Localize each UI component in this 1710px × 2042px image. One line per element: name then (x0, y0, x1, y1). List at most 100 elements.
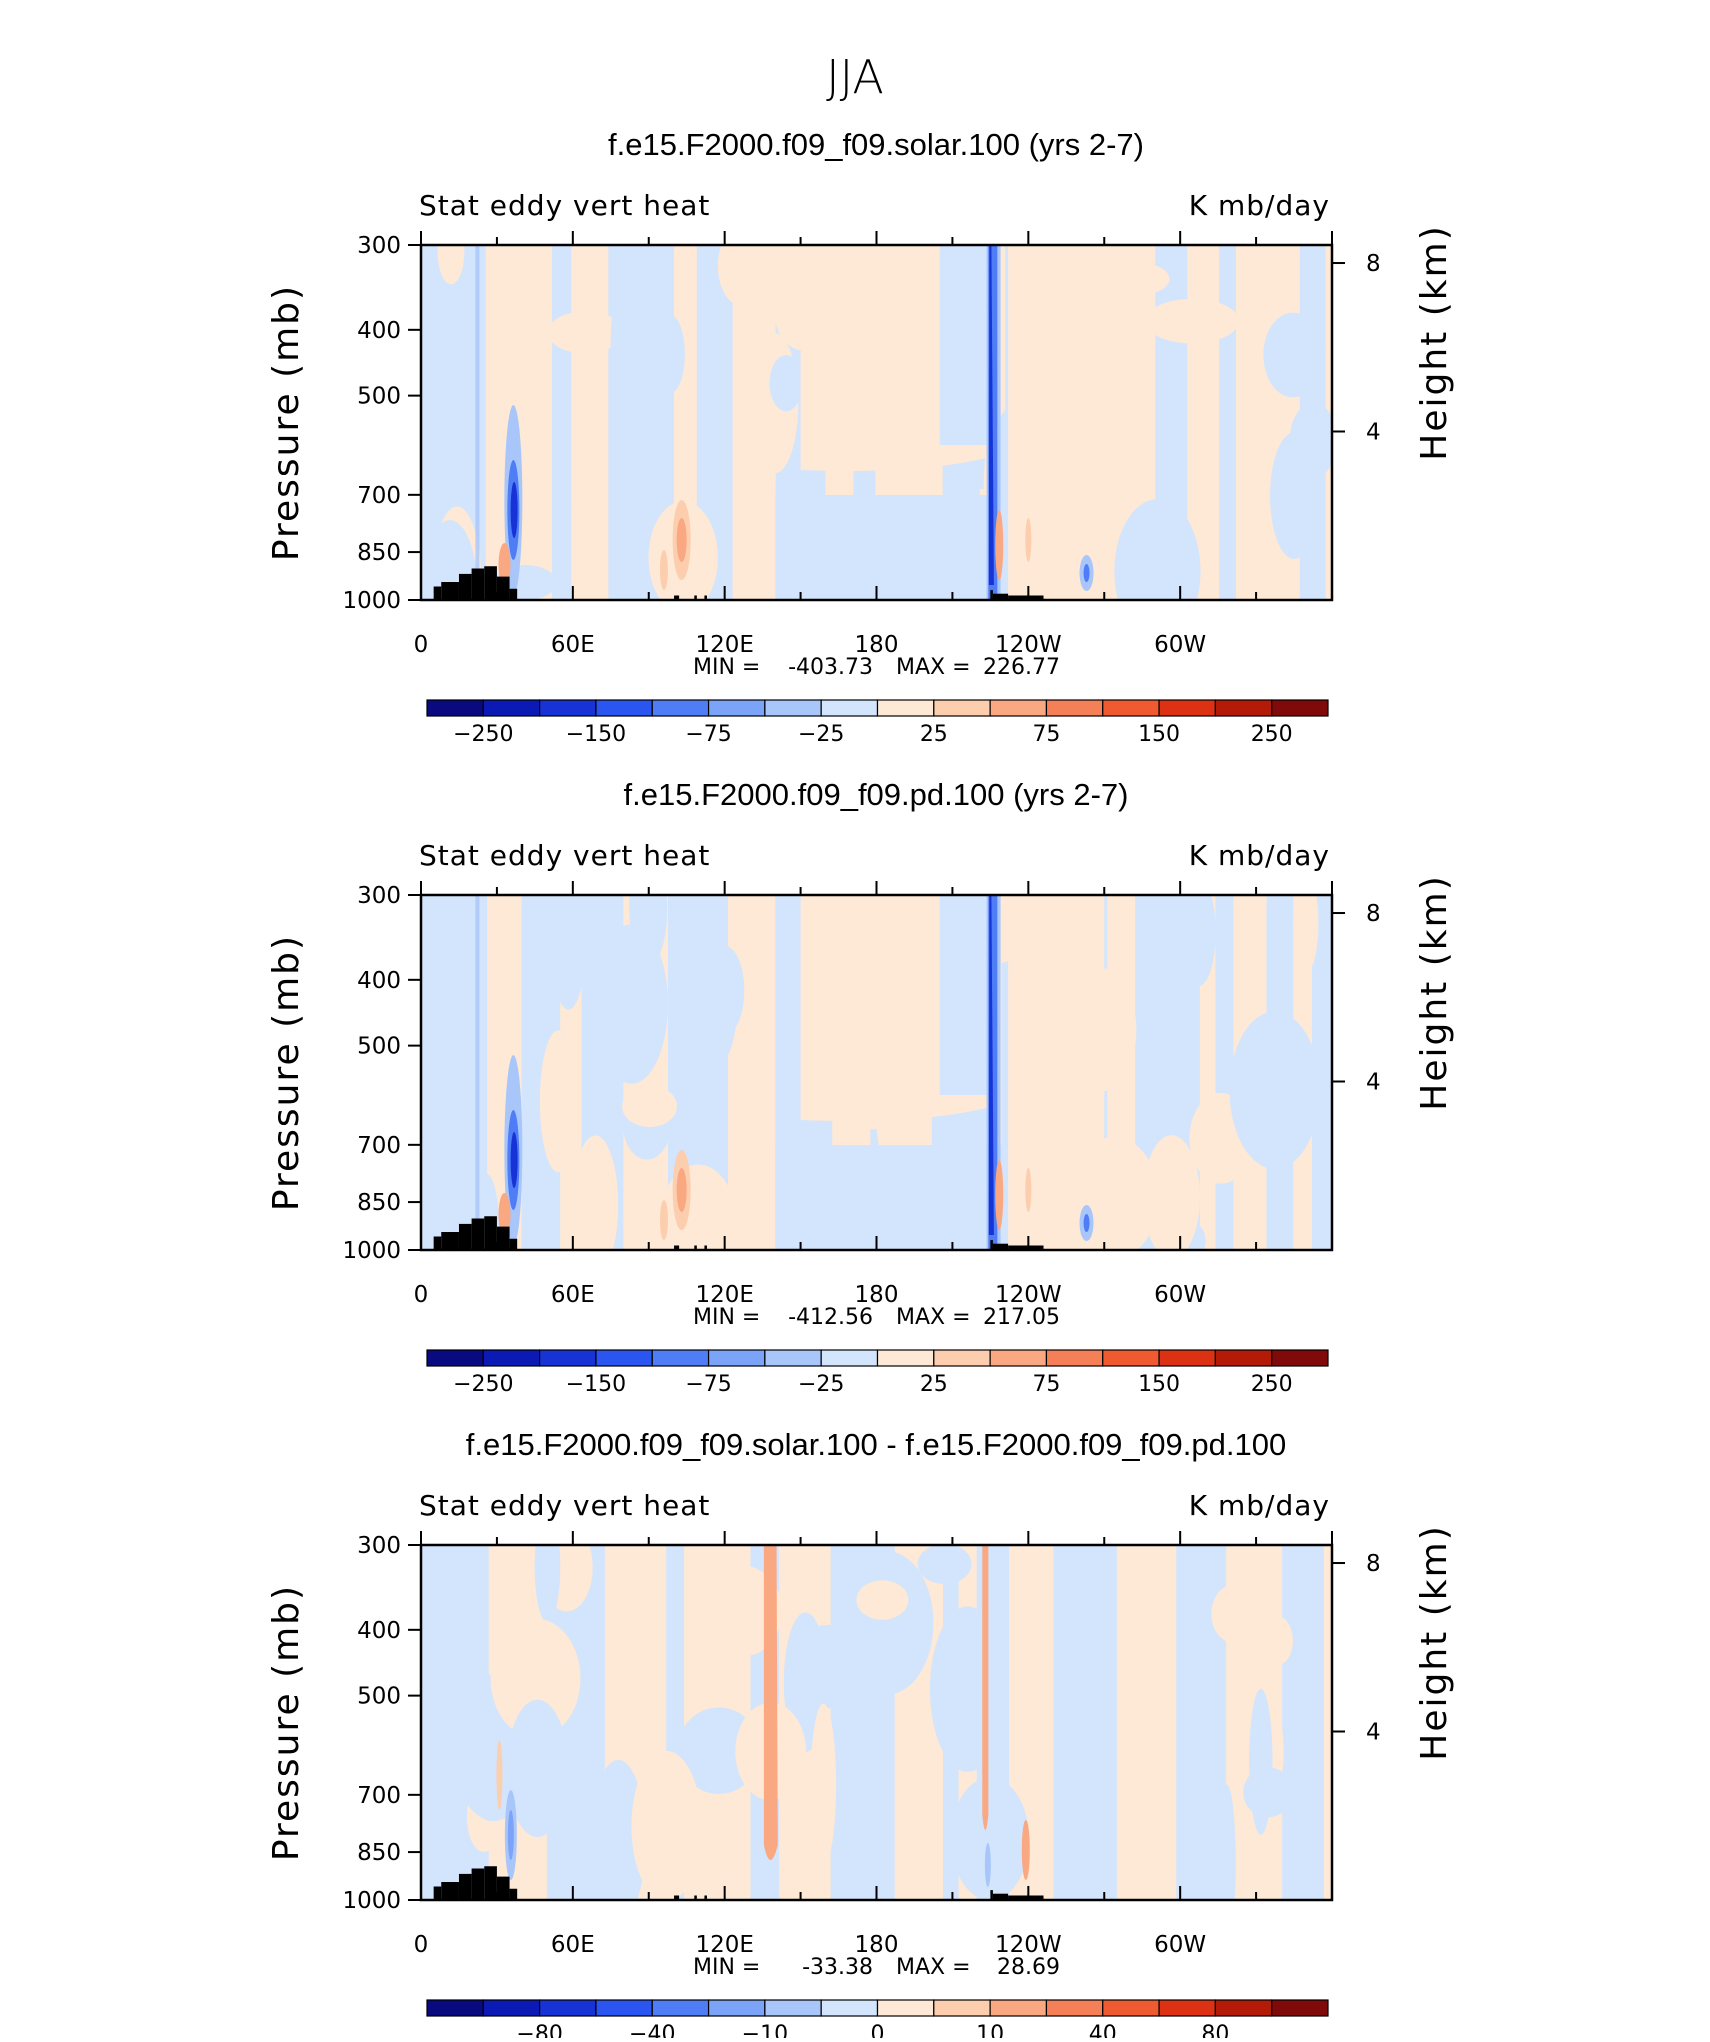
colorbar-label: 25 (920, 1372, 948, 1397)
colorbar-swatch (876, 1999, 935, 2017)
y2-tick-label: 8 (1366, 901, 1381, 927)
stat-max-label: MAX = (896, 655, 971, 680)
colorbar-label: −10 (742, 2022, 788, 2038)
contour-blob (629, 895, 668, 967)
contour-blob (1121, 1841, 1161, 1900)
contour-band (1219, 245, 1237, 600)
colorbar-swatch (933, 1999, 991, 2017)
stat-max-label: MAX = (896, 1955, 971, 1980)
contour-blob (549, 895, 588, 1010)
contour-spot (659, 550, 668, 590)
stat-min-value: -33.38 (802, 1955, 873, 1980)
contour-spot (995, 510, 1004, 580)
colorbar-swatch (595, 1999, 653, 2017)
x-tick-label: 60W (1154, 1932, 1206, 1958)
contour-blob (1289, 402, 1332, 479)
contour-spot (1021, 1820, 1030, 1880)
colorbar-swatch (820, 1999, 879, 2017)
contour-streak (475, 895, 480, 1250)
colorbar-swatch (933, 1349, 991, 1367)
colorbar-label: 40 (1089, 2022, 1117, 2038)
topography (694, 1895, 697, 1900)
x-tick-label: 60E (551, 1932, 595, 1958)
contour-blob (810, 1703, 837, 1866)
y-tick-label: 850 (357, 1190, 401, 1216)
colorbar-label: 25 (920, 722, 948, 747)
contour-streak (510, 482, 518, 538)
colorbar-swatch (426, 1999, 484, 2017)
colorbar-swatch (1045, 1999, 1104, 2017)
contour-blob (842, 1551, 934, 1695)
panel-title: f.e15.F2000.f09_f09.solar.100 (yrs 2-7) (608, 127, 1144, 162)
colorbar-swatch (482, 1349, 541, 1367)
contour-spot (1025, 1168, 1032, 1212)
contour-streak (988, 895, 994, 1235)
contour-blob (1211, 1585, 1254, 1643)
y2-axis-label: Height (km) (1414, 874, 1455, 1110)
contour-region (1008, 895, 1105, 1250)
topography (433, 1886, 442, 1900)
contour-field (421, 1545, 1332, 1900)
y2-axis-label: Height (km) (1414, 224, 1455, 460)
contour-region (775, 1145, 1016, 1250)
contour-band (1311, 895, 1332, 1250)
colorbar-label: −25 (798, 1372, 844, 1397)
stat-min-label: MIN = (693, 1305, 760, 1330)
colorbar-swatch (651, 1349, 710, 1367)
contour-field (421, 245, 1332, 600)
contour-spot (507, 1810, 514, 1860)
topography (704, 1895, 707, 1900)
topography (990, 1240, 993, 1250)
contour-region (775, 495, 1016, 600)
colorbar-swatch (1214, 1999, 1273, 2017)
contour-blob (1182, 895, 1216, 986)
contour-blob (622, 1085, 677, 1128)
stat-max-value: 28.69 (997, 1955, 1060, 1980)
colorbar-swatch (1045, 1349, 1104, 1367)
topography (441, 1882, 459, 1900)
topography (496, 1876, 510, 1900)
contour-blob (717, 245, 769, 307)
contour-blob (590, 1759, 646, 1900)
contour-blob (1293, 895, 1319, 974)
topography (694, 1245, 697, 1250)
colorbar-swatch (1271, 1999, 1329, 2017)
x-tick-label: 60W (1154, 632, 1206, 658)
contour-blob (539, 1030, 577, 1173)
y-axis-label: Pressure (mb) (266, 934, 307, 1211)
topography (433, 586, 442, 600)
contour-streak (988, 245, 994, 585)
colorbar-label: 75 (1032, 1372, 1060, 1397)
contour-spot (1025, 518, 1032, 562)
contour-streak (988, 895, 998, 1250)
colorbar-swatch (539, 1999, 597, 2017)
colorbar-swatch (707, 1349, 766, 1367)
contour-blob (657, 1164, 740, 1250)
colorbar-label: −25 (798, 722, 844, 747)
colorbar-swatch (1102, 1999, 1160, 2017)
x-tick-label: 60E (551, 1282, 595, 1308)
colorbar-label: −250 (453, 1372, 513, 1397)
y-axis-label: Pressure (mb) (266, 1584, 307, 1861)
y-tick-label: 700 (357, 1783, 401, 1809)
topography (471, 1218, 485, 1250)
colorbar-swatch (651, 699, 710, 717)
y2-tick-label: 4 (1366, 1070, 1381, 1096)
y-tick-label: 300 (357, 233, 401, 259)
y-tick-label: 1000 (342, 588, 401, 614)
colorbar-label: −75 (685, 722, 731, 747)
contour-blob (951, 1777, 1029, 1900)
colorbar-swatch (1271, 1349, 1329, 1367)
colorbar-label: −250 (453, 722, 513, 747)
topography (484, 1216, 497, 1250)
colorbar-swatch (707, 1999, 766, 2017)
x-tick-label: 180 (855, 1282, 899, 1308)
topography (674, 1895, 680, 1900)
topography (458, 573, 472, 600)
topography (458, 1873, 472, 1900)
y-tick-label: 400 (357, 318, 401, 344)
colorbar-swatch (1158, 699, 1216, 717)
x-tick-label: 60E (551, 632, 595, 658)
x-tick-label: 0 (414, 1282, 429, 1308)
